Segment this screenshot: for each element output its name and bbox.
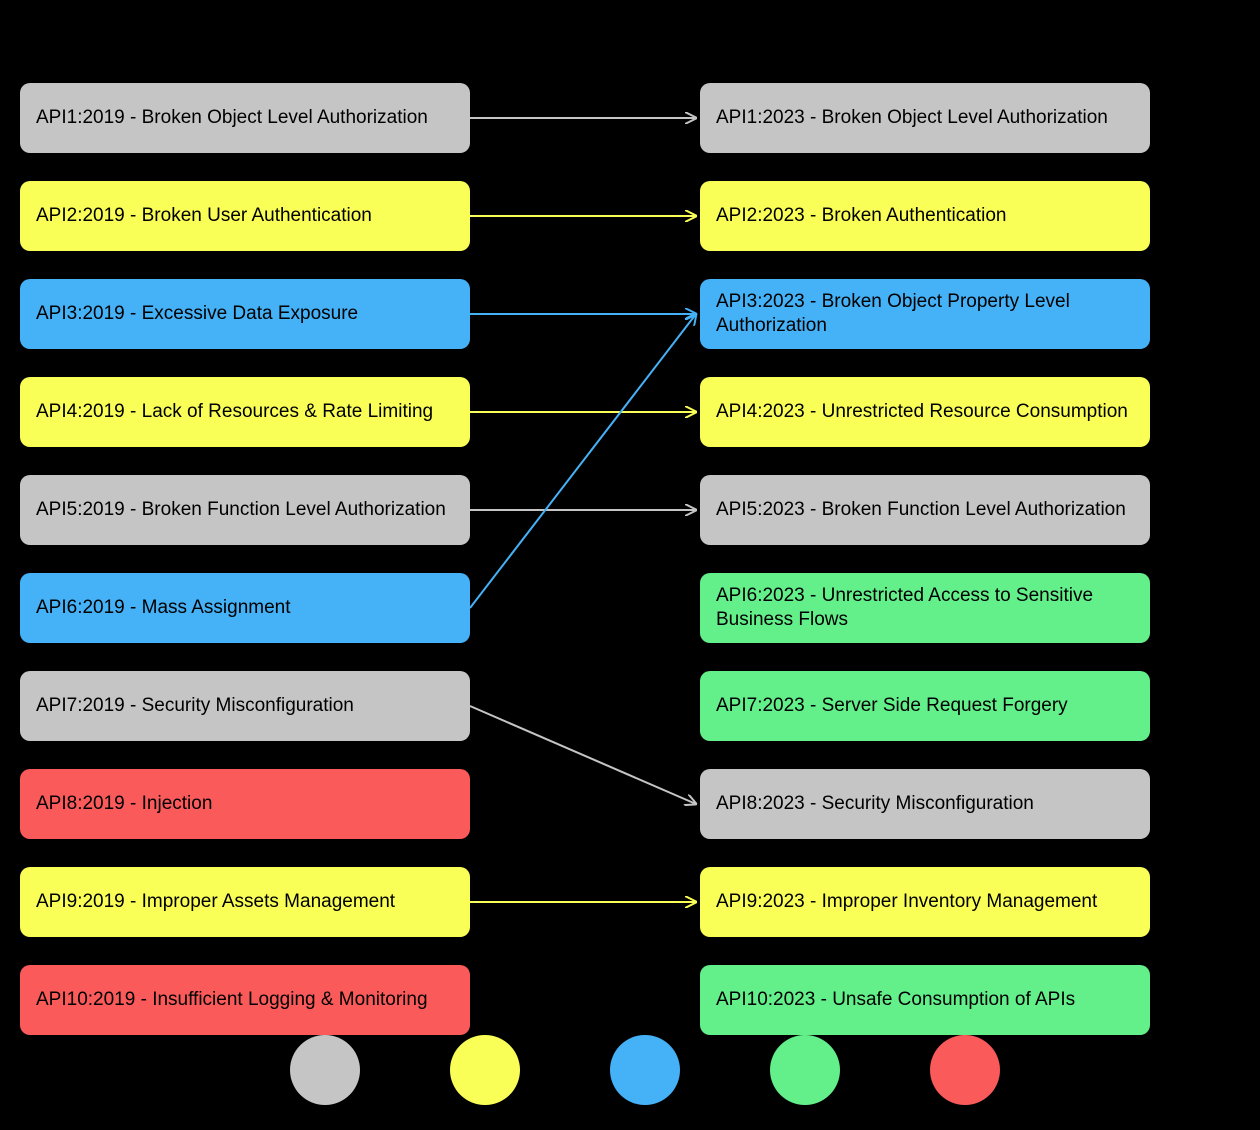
left-item-label: API8:2019 - Injection — [36, 792, 212, 816]
right-item-label: API7:2023 - Server Side Request Forgery — [716, 694, 1068, 718]
left-item-7: API8:2019 - Injection — [20, 769, 470, 839]
legend-dot-grey — [290, 1035, 360, 1105]
right-item-label: API10:2023 - Unsafe Consumption of APIs — [716, 988, 1075, 1012]
right-item-label: API2:2023 - Broken Authentication — [716, 204, 1006, 228]
legend-dot-red — [930, 1035, 1000, 1105]
left-item-0: API1:2019 - Broken Object Level Authoriz… — [20, 83, 470, 153]
left-item-label: API3:2019 - Excessive Data Exposure — [36, 302, 358, 326]
right-item-label: API8:2023 - Security Misconfiguration — [716, 792, 1034, 816]
right-item-6: API7:2023 - Server Side Request Forgery — [700, 671, 1150, 741]
left-item-4: API5:2019 - Broken Function Level Author… — [20, 475, 470, 545]
left-item-label: API2:2019 - Broken User Authentication — [36, 204, 372, 228]
color-legend — [290, 1035, 1000, 1105]
left-item-2: API3:2019 - Excessive Data Exposure — [20, 279, 470, 349]
right-item-label: API3:2023 - Broken Object Property Level… — [716, 290, 1134, 338]
legend-dot-blue — [610, 1035, 680, 1105]
right-item-label: API6:2023 - Unrestricted Access to Sensi… — [716, 584, 1134, 632]
left-item-3: API4:2019 - Lack of Resources & Rate Lim… — [20, 377, 470, 447]
left-item-label: API5:2019 - Broken Function Level Author… — [36, 498, 446, 522]
left-item-label: API6:2019 - Mass Assignment — [36, 596, 291, 620]
legend-dot-yellow — [450, 1035, 520, 1105]
right-item-8: API9:2023 - Improper Inventory Managemen… — [700, 867, 1150, 937]
left-item-1: API2:2019 - Broken User Authentication — [20, 181, 470, 251]
right-item-label: API5:2023 - Broken Function Level Author… — [716, 498, 1126, 522]
left-item-label: API9:2019 - Improper Assets Management — [36, 890, 395, 914]
left-item-9: API10:2019 - Insufficient Logging & Moni… — [20, 965, 470, 1035]
right-item-label: API9:2023 - Improper Inventory Managemen… — [716, 890, 1097, 914]
arrow-layer — [0, 0, 1260, 1130]
right-item-4: API5:2023 - Broken Function Level Author… — [700, 475, 1150, 545]
left-item-6: API7:2019 - Security Misconfiguration — [20, 671, 470, 741]
left-item-label: API10:2019 - Insufficient Logging & Moni… — [36, 988, 428, 1012]
left-item-label: API1:2019 - Broken Object Level Authoriz… — [36, 106, 428, 130]
right-item-5: API6:2023 - Unrestricted Access to Sensi… — [700, 573, 1150, 643]
right-item-1: API2:2023 - Broken Authentication — [700, 181, 1150, 251]
api-mapping-diagram: API1:2019 - Broken Object Level Authoriz… — [0, 0, 1260, 1130]
left-item-8: API9:2019 - Improper Assets Management — [20, 867, 470, 937]
arrow-6 — [470, 706, 696, 804]
arrow-5 — [470, 314, 696, 608]
left-item-label: API4:2019 - Lack of Resources & Rate Lim… — [36, 400, 433, 424]
right-item-7: API8:2023 - Security Misconfiguration — [700, 769, 1150, 839]
right-item-9: API10:2023 - Unsafe Consumption of APIs — [700, 965, 1150, 1035]
right-item-label: API1:2023 - Broken Object Level Authoriz… — [716, 106, 1108, 130]
right-item-3: API4:2023 - Unrestricted Resource Consum… — [700, 377, 1150, 447]
right-item-label: API4:2023 - Unrestricted Resource Consum… — [716, 400, 1128, 424]
right-item-0: API1:2023 - Broken Object Level Authoriz… — [700, 83, 1150, 153]
left-item-5: API6:2019 - Mass Assignment — [20, 573, 470, 643]
right-item-2: API3:2023 - Broken Object Property Level… — [700, 279, 1150, 349]
legend-dot-green — [770, 1035, 840, 1105]
left-item-label: API7:2019 - Security Misconfiguration — [36, 694, 354, 718]
